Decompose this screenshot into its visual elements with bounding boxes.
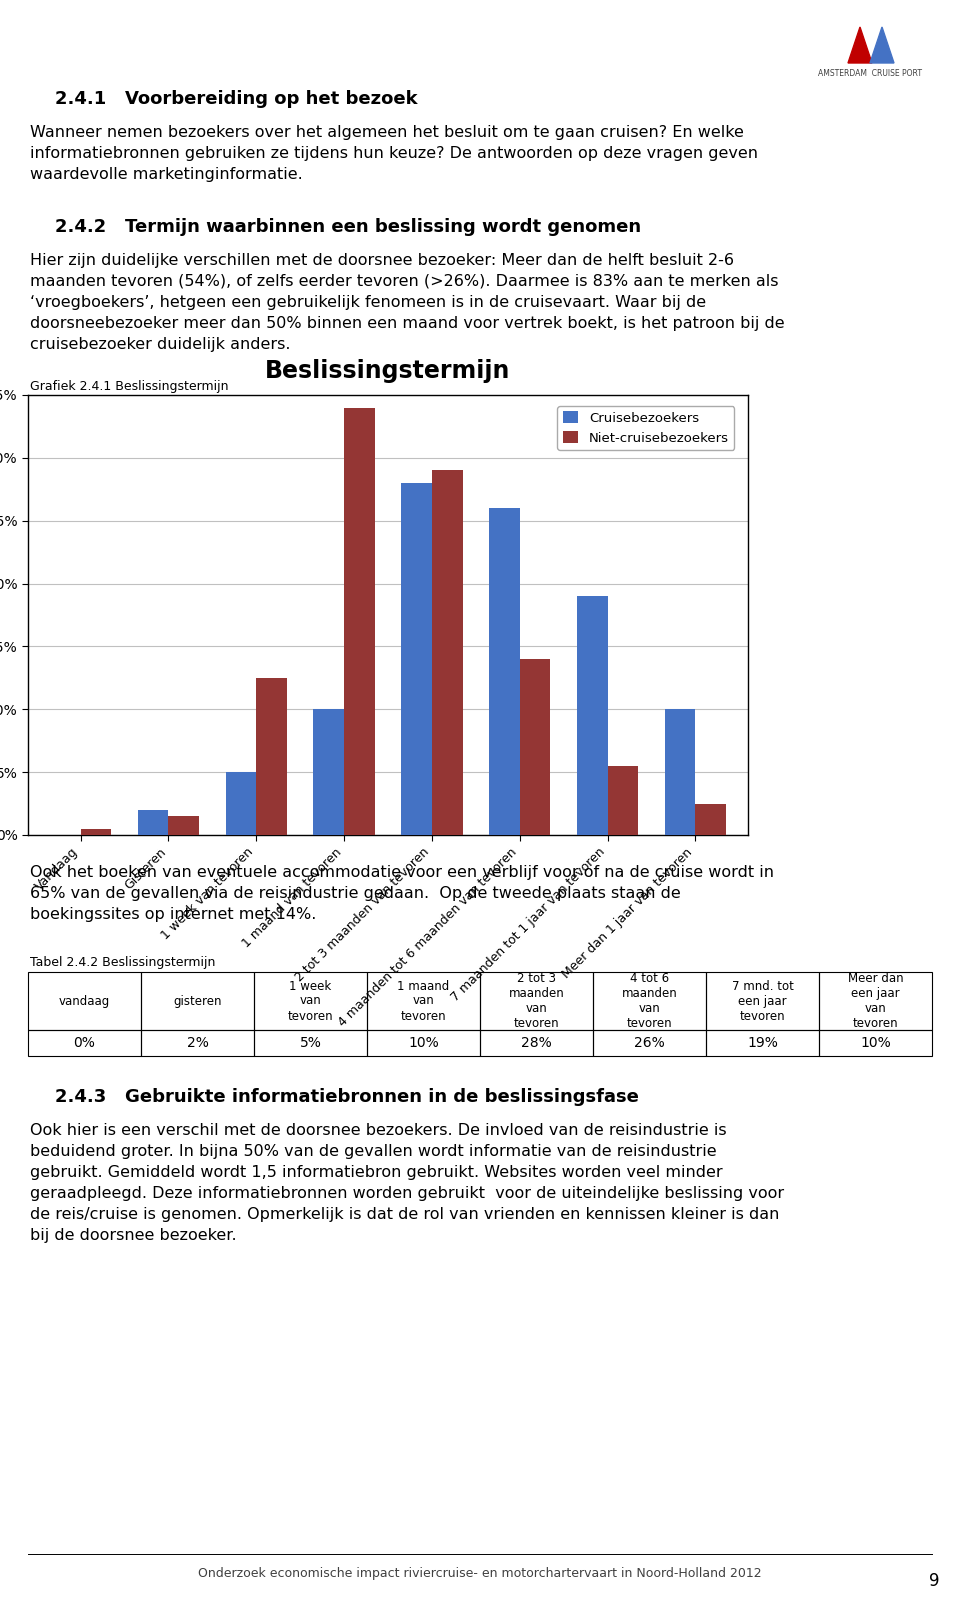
Bar: [367, 972, 480, 1030]
Text: 10%: 10%: [408, 1036, 439, 1049]
Bar: [256, 678, 287, 835]
Text: AMSTERDAM  CRUISE PORT: AMSTERDAM CRUISE PORT: [818, 69, 922, 78]
Title: Beslissingstermijn: Beslissingstermijn: [265, 359, 511, 383]
Text: 2.4.2   Termijn waarbinnen een beslissing wordt genomen: 2.4.2 Termijn waarbinnen een beslissing …: [55, 218, 641, 235]
Bar: [254, 1030, 367, 1056]
Bar: [254, 972, 367, 1030]
Bar: [344, 407, 374, 835]
Bar: [432, 471, 463, 835]
Text: doorsneebezoeker meer dan 50% binnen een maand voor vertrek boekt, is het patroo: doorsneebezoeker meer dan 50% binnen een…: [30, 316, 784, 332]
Bar: [141, 972, 254, 1030]
Bar: [137, 811, 169, 835]
Text: 10%: 10%: [860, 1036, 891, 1049]
Text: 2.4.1   Voorbereiding op het bezoek: 2.4.1 Voorbereiding op het bezoek: [55, 90, 418, 107]
Bar: [706, 972, 819, 1030]
Text: informatiebronnen gebruiken ze tijdens hun keuze? De antwoorden op deze vragen g: informatiebronnen gebruiken ze tijdens h…: [30, 146, 758, 160]
Bar: [28, 1030, 141, 1056]
Bar: [577, 596, 608, 835]
Bar: [28, 972, 141, 1030]
Bar: [367, 1030, 480, 1056]
Text: 19%: 19%: [747, 1036, 778, 1049]
Text: 7 mnd. tot
een jaar
tevoren: 7 mnd. tot een jaar tevoren: [732, 979, 793, 1022]
Bar: [401, 482, 432, 835]
Text: ‘vroegboekers’, hetgeen een gebruikelijk fenomeen is in de cruisevaart. Waar bij: ‘vroegboekers’, hetgeen een gebruikelijk…: [30, 295, 707, 311]
Text: bij de doorsnee bezoeker.: bij de doorsnee bezoeker.: [30, 1229, 236, 1243]
Text: 1 maand
van
tevoren: 1 maand van tevoren: [397, 979, 449, 1022]
Text: 65% van de gevallen via de reisindustrie gedaan.  Op de tweede plaats staan de: 65% van de gevallen via de reisindustrie…: [30, 886, 681, 900]
Text: 0%: 0%: [74, 1036, 95, 1049]
Bar: [226, 772, 256, 835]
Text: 2 tot 3
maanden
van
tevoren: 2 tot 3 maanden van tevoren: [509, 972, 564, 1030]
Bar: [169, 815, 200, 835]
Text: 2.4.3   Gebruikte informatiebronnen in de beslissingsfase: 2.4.3 Gebruikte informatiebronnen in de …: [55, 1088, 638, 1105]
Text: Wanneer nemen bezoekers over het algemeen het besluit om te gaan cruisen? En wel: Wanneer nemen bezoekers over het algemee…: [30, 125, 744, 139]
Text: Grafiek 2.4.1 Beslissingstermijn: Grafiek 2.4.1 Beslissingstermijn: [30, 380, 228, 392]
Bar: [489, 508, 519, 835]
Text: Meer dan
een jaar
van
tevoren: Meer dan een jaar van tevoren: [848, 972, 903, 1030]
Bar: [519, 658, 550, 835]
Text: beduidend groter. In bijna 50% van de gevallen wordt informatie van de reisindus: beduidend groter. In bijna 50% van de ge…: [30, 1144, 716, 1158]
Bar: [695, 804, 726, 835]
Polygon shape: [848, 27, 872, 62]
Text: 5%: 5%: [300, 1036, 322, 1049]
Text: Ook het boeken van eventuele accommodatie voor een verblijf voor of na de cruise: Ook het boeken van eventuele accommodati…: [30, 865, 774, 879]
Bar: [593, 972, 706, 1030]
Text: maanden tevoren (54%), of zelfs eerder tevoren (>26%). Daarmee is 83% aan te mer: maanden tevoren (54%), of zelfs eerder t…: [30, 274, 779, 288]
Legend: Cruisebezoekers, Niet-cruisebezoekers: Cruisebezoekers, Niet-cruisebezoekers: [557, 405, 734, 450]
Text: 9: 9: [929, 1572, 940, 1591]
Text: de reis/cruise is genomen. Opmerkelijk is dat de rol van vrienden en kennissen k: de reis/cruise is genomen. Opmerkelijk i…: [30, 1206, 780, 1222]
Bar: [593, 1030, 706, 1056]
Text: cruisebezoeker duidelijk anders.: cruisebezoeker duidelijk anders.: [30, 336, 291, 352]
Text: Hier zijn duidelijke verschillen met de doorsnee bezoeker: Meer dan de helft bes: Hier zijn duidelijke verschillen met de …: [30, 253, 734, 268]
Text: boekingssites op internet met 14%.: boekingssites op internet met 14%.: [30, 907, 317, 923]
Bar: [706, 1030, 819, 1056]
Bar: [313, 710, 344, 835]
Bar: [480, 1030, 593, 1056]
Bar: [81, 828, 111, 835]
Text: Ook hier is een verschil met de doorsnee bezoekers. De invloed van de reisindust: Ook hier is een verschil met de doorsnee…: [30, 1123, 727, 1137]
Text: waardevolle marketinginformatie.: waardevolle marketinginformatie.: [30, 167, 302, 183]
Bar: [608, 766, 638, 835]
Text: 26%: 26%: [635, 1036, 665, 1049]
Text: gisteren: gisteren: [173, 995, 222, 1008]
Bar: [819, 1030, 932, 1056]
Text: 1 week
van
tevoren: 1 week van tevoren: [288, 979, 333, 1022]
Text: Tabel 2.4.2 Beslissingstermijn: Tabel 2.4.2 Beslissingstermijn: [30, 956, 215, 969]
Bar: [480, 972, 593, 1030]
Text: geraadpleegd. Deze informatiebronnen worden gebruikt  voor de uiteindelijke besl: geraadpleegd. Deze informatiebronnen wor…: [30, 1185, 784, 1202]
Text: 2%: 2%: [186, 1036, 208, 1049]
Bar: [819, 972, 932, 1030]
Text: gebruikt. Gemiddeld wordt 1,5 informatiebron gebruikt. Websites worden veel mind: gebruikt. Gemiddeld wordt 1,5 informatie…: [30, 1165, 723, 1181]
Bar: [141, 1030, 254, 1056]
Text: 4 tot 6
maanden
van
tevoren: 4 tot 6 maanden van tevoren: [622, 972, 678, 1030]
Bar: [664, 710, 695, 835]
Polygon shape: [870, 27, 894, 62]
Text: Onderzoek economische impact riviercruise- en motorchartervaart in Noord-Holland: Onderzoek economische impact riviercruis…: [198, 1567, 762, 1580]
Text: vandaag: vandaag: [59, 995, 110, 1008]
Text: 28%: 28%: [521, 1036, 552, 1049]
